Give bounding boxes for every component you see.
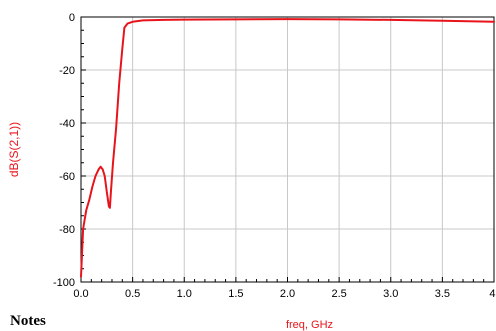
y-tick-label: -60 bbox=[59, 171, 75, 183]
y-tick-labels: 0 -20 -40 -60 -80 -100 bbox=[53, 12, 75, 289]
y-tick-label: -40 bbox=[59, 118, 75, 130]
y-axis-label: dB(S(2,1)) bbox=[7, 122, 21, 177]
x-tick-labels: 0.0 0.5 1.0 1.5 2.0 2.5 3.0 3.5 4. bbox=[73, 288, 496, 300]
series-line-s21 bbox=[80, 18, 495, 278]
x-tick-label: 0.0 bbox=[73, 288, 88, 300]
x-tick-label: 3.0 bbox=[383, 288, 398, 300]
x-tick-label: 1.5 bbox=[228, 288, 243, 300]
x-tick-label: 2.0 bbox=[280, 288, 295, 300]
x-tick-label: 2.5 bbox=[331, 288, 346, 300]
grid-lines bbox=[81, 17, 494, 282]
y-tick-label: -20 bbox=[59, 65, 75, 77]
y-tick-label: -80 bbox=[59, 224, 75, 236]
notes-heading: Notes bbox=[10, 313, 46, 329]
x-tick-label: 4. bbox=[489, 288, 496, 300]
x-tick-label: 0.5 bbox=[125, 288, 140, 300]
axis-ticks bbox=[80, 16, 495, 283]
x-tick-label: 1.0 bbox=[177, 288, 192, 300]
x-tick-label: 3.5 bbox=[435, 288, 450, 300]
x-axis-label: freq, GHz bbox=[286, 319, 333, 331]
y-tick-label: -100 bbox=[53, 277, 75, 289]
y-tick-label: 0 bbox=[69, 12, 75, 24]
